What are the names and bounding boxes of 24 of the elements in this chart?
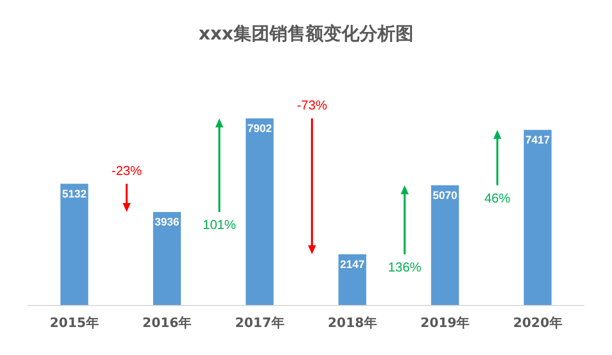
x-tick-label: 2019年	[420, 316, 470, 331]
x-tick-label: 2020年	[513, 316, 562, 331]
annotation: 46%	[484, 190, 511, 206]
data-label: 5070	[432, 190, 458, 202]
x-tick-label: 2018年	[328, 316, 377, 331]
x-tick-label: 2016年	[142, 316, 192, 331]
x-tick-label: 2017年	[235, 316, 284, 331]
data-label: 7902	[247, 122, 272, 135]
annotation: -23%	[111, 162, 142, 178]
annotation: 136%	[388, 259, 422, 274]
data-label: 5132	[62, 188, 87, 200]
data-label: 7417	[525, 134, 550, 146]
bar	[431, 185, 459, 305]
bar	[153, 212, 181, 305]
x-tick-label: 2015年	[50, 316, 99, 331]
bar	[246, 118, 274, 305]
bar	[60, 184, 88, 305]
chart-title: xxx集团销售额变化分析图	[198, 24, 414, 44]
text: -73%	[296, 97, 328, 112]
data-label: 3936	[154, 216, 180, 229]
data-label: 2147	[340, 258, 365, 271]
bar	[338, 254, 366, 305]
annotation: 101%	[202, 217, 236, 232]
bar	[524, 130, 552, 305]
